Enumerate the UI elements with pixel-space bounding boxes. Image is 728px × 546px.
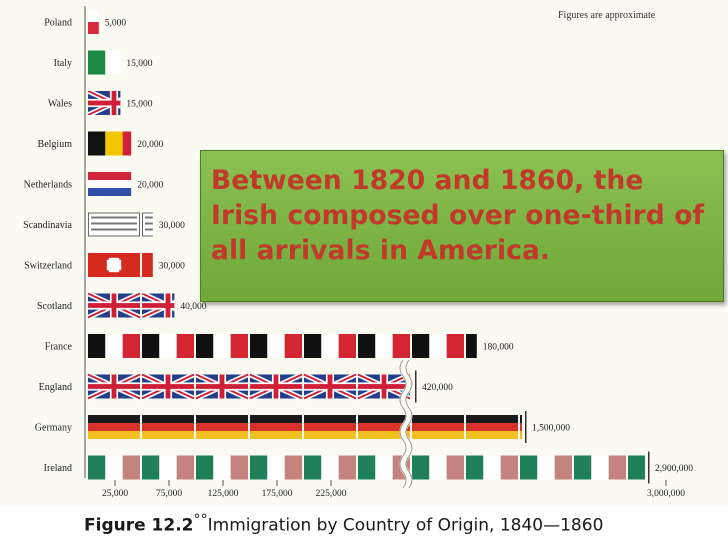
- caption-marks: °°: [193, 512, 208, 528]
- value-label: 15,000: [126, 59, 152, 69]
- bar-scotland: [86, 291, 175, 320]
- x-tick-label: 225,000: [316, 489, 347, 499]
- category-label: Wales: [48, 99, 72, 110]
- approximation-note: Figures are approximate: [558, 10, 656, 21]
- bar-germany: [88, 415, 522, 439]
- x-tick-label: 175,000: [262, 489, 293, 499]
- bar-netherlands: [88, 172, 132, 196]
- value-label: 180,000: [483, 343, 514, 353]
- caption-text: Immigration by Country of Origin, 1840—1…: [207, 515, 604, 536]
- category-label: France: [45, 342, 73, 353]
- chart-row-ireland: Ireland 2,900,000: [44, 451, 693, 484]
- category-label: Scotland: [37, 301, 72, 312]
- category-label: Italy: [54, 58, 72, 69]
- x-tick-label: 25,000: [102, 489, 128, 499]
- bar-scandinavia: [88, 212, 153, 237]
- chart-row-france: France 180,000: [45, 334, 514, 358]
- x-tick-label: 125,000: [208, 489, 239, 499]
- category-label: Germany: [35, 423, 72, 434]
- category-label: England: [39, 382, 72, 393]
- bar-switzerland: [88, 253, 153, 277]
- category-label: Switzerland: [24, 261, 72, 272]
- bar-wales: [88, 91, 121, 115]
- value-label: 20,000: [137, 140, 163, 150]
- bar-italy: [88, 50, 121, 75]
- bar-france: [88, 334, 477, 358]
- chart-row-england: England 420,000: [39, 370, 453, 403]
- bar-england: [86, 372, 412, 401]
- chart-row-netherlands: Netherlands 20,000: [24, 172, 164, 196]
- category-label: Ireland: [44, 463, 72, 474]
- chart-row-wales: Wales 15,000: [48, 91, 153, 115]
- category-label: Poland: [44, 18, 72, 29]
- category-label: Belgium: [38, 139, 73, 150]
- chart-row-scotland: Scotland 40,000: [37, 291, 207, 320]
- value-label: 30,000: [159, 221, 185, 231]
- figure-caption: Figure 12.2°°Immigration by Country of O…: [84, 512, 724, 536]
- value-label: 1,500,000: [532, 424, 570, 434]
- chart-row-germany: Germany 1,500,000: [35, 411, 570, 443]
- chart-row-italy: Italy 15,000: [54, 50, 153, 75]
- bar-belgium: [88, 131, 132, 156]
- figure-number: Figure 12.2: [84, 515, 194, 536]
- flag-bar-chart: Poland 5,000 Italy 15,000 Wales 15,000 Belgium…: [23, 6, 693, 499]
- value-label: 15,000: [126, 100, 152, 110]
- bar-poland: [88, 10, 99, 34]
- x-tick-label: 75,000: [156, 489, 182, 499]
- chart-row-switzerland: Switzerland 30,000: [24, 253, 185, 277]
- chart-row-belgium: Belgium 20,000: [38, 131, 164, 156]
- category-label: Netherlands: [24, 180, 72, 191]
- value-label: 420,000: [422, 383, 453, 393]
- value-label: 40,000: [180, 302, 206, 312]
- value-label: 20,000: [137, 181, 163, 191]
- chart-row-poland: Poland 5,000: [44, 10, 127, 34]
- value-label: 30,000: [159, 262, 185, 272]
- value-label: 2,900,000: [655, 464, 693, 474]
- x-tick-label: 3,000,000: [647, 489, 685, 499]
- chart-row-scandinavia: Scandinavia 30,000: [23, 212, 185, 237]
- category-label: Scandinavia: [23, 220, 72, 231]
- value-label: 5,000: [105, 19, 127, 29]
- bar-ireland: [88, 455, 645, 480]
- axis-break: [399, 357, 413, 491]
- callout-box: Between 1820 and 1860, the Irish compose…: [200, 150, 724, 302]
